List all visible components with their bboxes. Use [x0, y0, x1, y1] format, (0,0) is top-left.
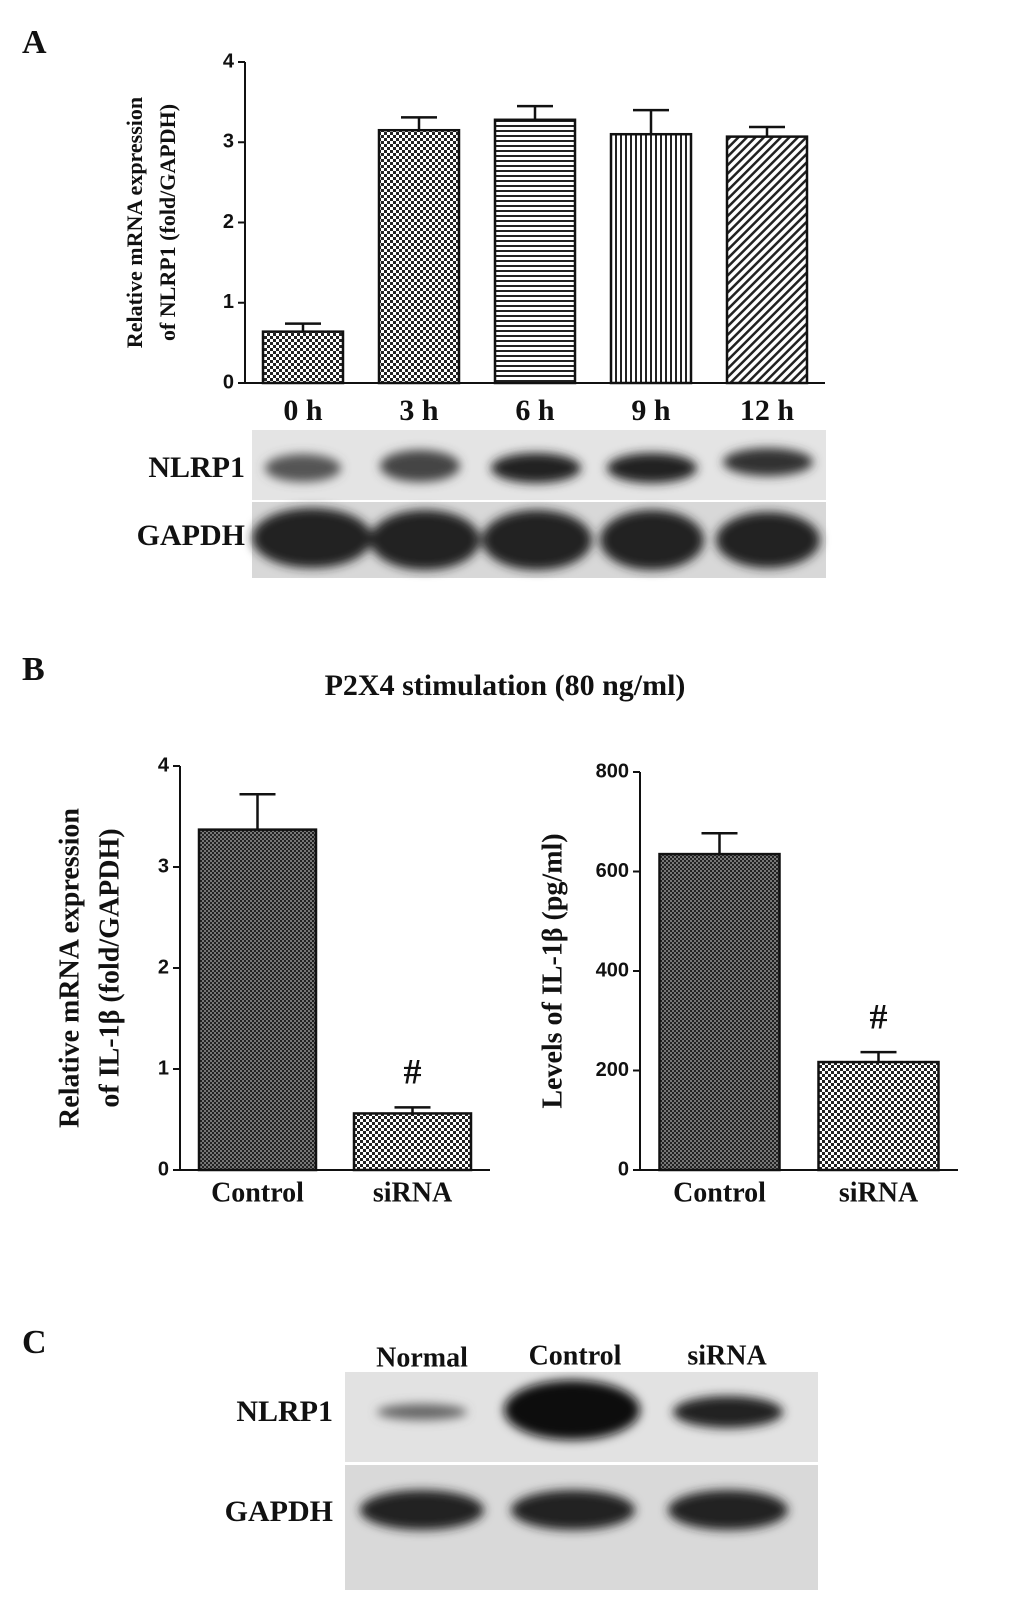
annotation: # [870, 996, 888, 1036]
x-tick-label: 0 h [283, 394, 323, 427]
bar [658, 852, 781, 1172]
y-axis-label: of NLRP1 (fold/GAPDH) [155, 104, 180, 341]
y-tick-label: 0 [158, 1158, 169, 1180]
y-tick-label: 3 [223, 131, 234, 153]
y-axis-label: Levels of IL-1β (pg/ml) [537, 833, 568, 1108]
y-tick-label: 2 [158, 956, 169, 978]
blot-row-label: GAPDH [225, 1495, 333, 1528]
blot [345, 1372, 818, 1590]
panel-label: C [22, 1324, 47, 1361]
y-tick-label: 200 [596, 1059, 629, 1081]
blot [252, 430, 826, 578]
x-tick-label: Control [673, 1177, 766, 1208]
bar [493, 118, 577, 385]
bar [377, 128, 461, 385]
annotation: # [404, 1052, 422, 1092]
y-tick-label: 0 [223, 371, 234, 393]
x-tick-label: 12 h [740, 394, 795, 427]
bar [609, 132, 693, 385]
y-axis-label: Relative mRNA expression [54, 808, 85, 1128]
blot-row-label: NLRP1 [236, 1395, 333, 1428]
blot-lane-label: siRNA [687, 1340, 767, 1371]
y-tick-label: 1 [158, 1057, 169, 1079]
bar [725, 135, 809, 385]
y-tick-label: 0 [618, 1158, 629, 1180]
x-tick-label: 3 h [399, 394, 439, 427]
panel-title: P2X4 stimulation (80 ng/ml) [325, 669, 686, 702]
x-tick-label: siRNA [839, 1177, 919, 1208]
y-tick-label: 1 [223, 291, 234, 313]
blot-lane-label: Normal [376, 1342, 468, 1373]
bar [352, 1112, 473, 1172]
x-tick-label: 9 h [631, 394, 671, 427]
x-tick-label: siRNA [373, 1177, 453, 1208]
bar [261, 330, 345, 385]
y-tick-label: 600 [596, 860, 629, 882]
y-tick-label: 3 [158, 855, 169, 877]
x-tick-label: 6 h [515, 394, 555, 427]
blot-row-label: NLRP1 [148, 451, 245, 484]
blot-lane-label: Control [529, 1340, 622, 1371]
panel-label: B [22, 651, 45, 688]
bar [197, 828, 318, 1172]
y-tick-label: 4 [223, 50, 235, 72]
y-axis-label: Relative mRNA expression [122, 97, 147, 348]
y-axis-label: of IL-1β (fold/GAPDH) [94, 828, 125, 1107]
y-tick-label: 2 [223, 211, 234, 233]
bar [817, 1060, 940, 1172]
y-tick-label: 400 [596, 959, 629, 981]
y-tick-label: 800 [596, 760, 629, 782]
blot-row-label: GAPDH [137, 519, 245, 552]
x-tick-label: Control [211, 1177, 304, 1208]
y-tick-label: 4 [158, 754, 170, 776]
panel-label: A [22, 24, 47, 61]
